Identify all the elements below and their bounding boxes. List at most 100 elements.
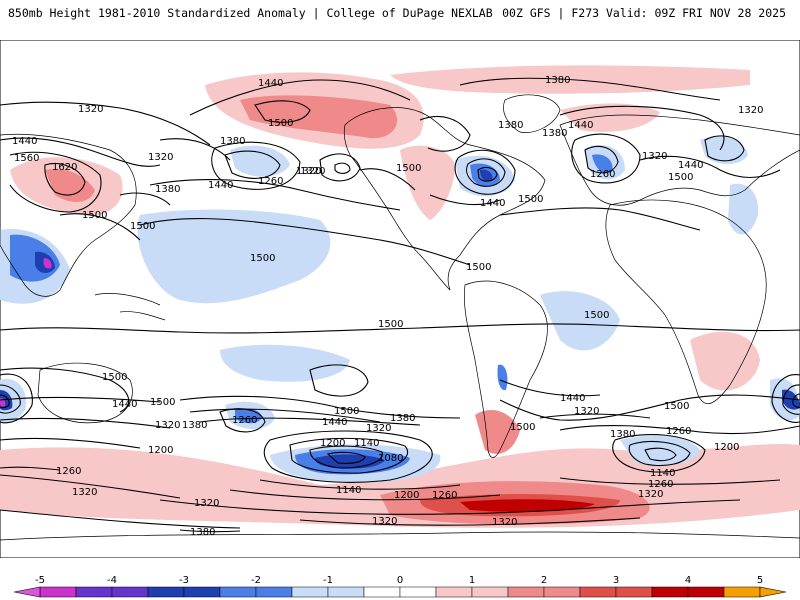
indonesia-coast (94, 293, 166, 321)
contour-1500-sam (499, 394, 800, 421)
colorbar-tick-label: -2 (251, 575, 261, 586)
colorbar-bin (111, 586, 149, 598)
contour-label: 1200 (394, 490, 419, 501)
contour-label: 1320 (372, 516, 397, 527)
anomaly-colorbar: -5 -4 -3 -2 -1 0 1 2 3 4 5 (13, 575, 787, 598)
contour-1380-sio (559, 424, 800, 435)
contour-1200-s2 (229, 489, 501, 501)
colorbar-bin (687, 586, 725, 598)
contour-low-far-east-2 (782, 384, 800, 415)
contour-low-far-west-1 (0, 373, 33, 424)
contour-label: 1440 (112, 399, 137, 410)
anomaly-neg-arabia (728, 183, 759, 235)
contour-label: 1320 (155, 420, 180, 431)
contour-label: 1320 (300, 166, 325, 177)
contour-label: 1380 (155, 184, 180, 195)
contour-1380-low-bottom (179, 529, 241, 533)
colorbar-bin (183, 586, 221, 598)
anomaly-pos-nam (400, 145, 455, 220)
contour-label: 1080 (378, 453, 403, 464)
colorbar-bin (579, 586, 617, 598)
colorbar-bins (39, 586, 761, 598)
colorbar-tick-labels: -5 -4 -3 -2 -1 0 1 2 3 4 5 (35, 575, 763, 586)
south-america-coast (464, 280, 548, 458)
colorbar-bin (543, 586, 581, 598)
anomaly-pos2-alaska (240, 95, 398, 139)
colorbar-bin (363, 586, 401, 598)
anomaly-pos4-southern-ocean (460, 499, 595, 512)
contour-label: 1500 (378, 319, 403, 330)
contour-1260-s2 (159, 499, 741, 515)
anomaly-neg-south-pacific (220, 344, 350, 382)
colorbar-bin (507, 586, 545, 598)
contour-1440-us (429, 194, 501, 206)
contour-low-south-1 (263, 430, 433, 483)
contour-low-sio-3 (644, 447, 677, 462)
contour-label: 1140 (336, 485, 361, 496)
colorbar-bin (399, 586, 437, 598)
contour-label: 1380 (610, 429, 635, 440)
contour-1260-sio2 (559, 477, 781, 485)
asia-west-coast (0, 133, 137, 297)
contour-label: 1380 (190, 527, 215, 538)
contour-label: 1440 (208, 180, 233, 191)
contour-label: 1320 (78, 104, 103, 115)
contour-1260-far (0, 466, 61, 471)
contour-low-south-4 (326, 451, 366, 464)
contour-1320-west (0, 101, 211, 146)
anomaly-pos-africa (690, 331, 760, 391)
anomaly-neg3-far-east (782, 389, 800, 410)
contour-label: 1200 (148, 445, 173, 456)
contour-low-far-west-2 (0, 384, 21, 414)
contour-label: 1500 (268, 118, 293, 129)
contour-label: 1440 (678, 160, 703, 171)
contour-1500-trop (139, 218, 471, 266)
contour-label: 1140 (354, 438, 379, 449)
colorbar-bin (327, 586, 365, 598)
weather-map: 1440 1380 1320 1320 1500 1380 1380 1440 … (0, 40, 800, 558)
contour-1380-asia (119, 192, 171, 206)
contour-label: 1380 (542, 128, 567, 139)
contour-label: 1260 (666, 426, 691, 437)
contour-label: 1260 (232, 415, 257, 426)
anomaly-neg-siberia (700, 136, 748, 165)
anomaly-pos-patagonia (475, 410, 520, 454)
contour-1500-s1 (179, 395, 461, 419)
contour-label: 1500 (664, 401, 689, 412)
colorbar-bin (471, 586, 509, 598)
contour-label: 1500 (510, 422, 535, 433)
contour-1500-sw (0, 367, 130, 413)
anomaly-neg5-india (43, 258, 52, 269)
colorbar-bin (291, 586, 329, 598)
colorbar-tick-label: 1 (469, 575, 475, 586)
contour-low-sio-1 (612, 434, 706, 473)
africa-coast (605, 199, 767, 405)
contour-label: 1440 (560, 393, 585, 404)
contour-1260-pacific (224, 150, 281, 179)
contour-1500-eq (0, 323, 800, 334)
contour-label: 1260 (432, 490, 457, 501)
north-america-coast (343, 107, 546, 291)
contour-label: 1440 (568, 120, 593, 131)
contour-1380-north (459, 77, 721, 101)
colorbar-bin (147, 586, 185, 598)
colorbar-bin (219, 586, 257, 598)
colorbar-bin (615, 586, 653, 598)
contour-low-great-lakes-3 (477, 166, 498, 182)
contour-label: 1500 (668, 172, 693, 183)
contour-low-far-east-1 (771, 374, 800, 423)
map-title: 850mb Height 1981-2010 Standardized Anom… (8, 6, 493, 20)
contour-low-great-lakes-1 (454, 149, 516, 195)
contour-low-south-2 (289, 437, 408, 474)
contour-label: 1320 (366, 423, 391, 434)
anomaly-pos2-china (45, 168, 95, 202)
colorbar-tick-label: 0 (397, 575, 403, 586)
colorbar-bin (651, 586, 689, 598)
contour-label: 1440 (480, 198, 505, 209)
contour-label: 1260 (56, 466, 81, 477)
contour-1440-s1 (189, 408, 381, 423)
contour-label: 1200 (714, 442, 739, 453)
contour-label: 1260 (590, 169, 615, 180)
contour-1380-na (419, 116, 471, 152)
contour-label: 1500 (102, 372, 127, 383)
